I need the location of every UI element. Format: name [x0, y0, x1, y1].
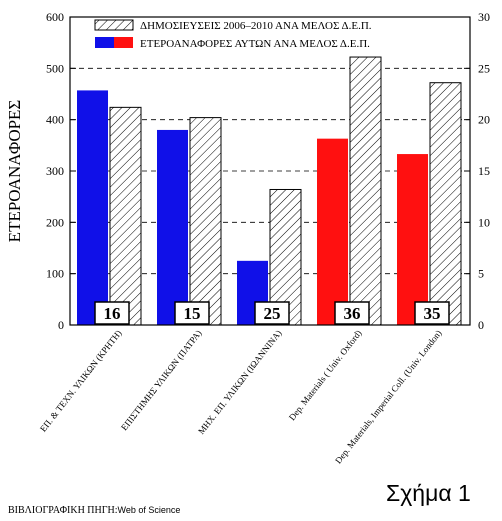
y2-tick-label: 5	[478, 267, 484, 281]
bar-citations	[157, 129, 188, 325]
bar-citations	[317, 138, 348, 325]
count-label: 36	[344, 304, 361, 323]
category-label: ΜΗΧ. ΕΠ. ΥΛΙΚΩΝ (ΙΩΑΝΝΙΝΑ)	[196, 328, 284, 436]
count-label: 15	[184, 304, 201, 323]
legend-label-citations: ΕΤΕΡΟΑΝΑΦΟΡΕΣ ΑΥΤΩΝ ΑΝΑ ΜΕΛΟΣ Δ.Ε.Π.	[140, 38, 370, 50]
bar-publications	[429, 82, 462, 326]
bar-publications	[349, 56, 382, 326]
count-box	[94, 301, 130, 325]
count-box	[174, 301, 210, 325]
bar-publications	[109, 106, 142, 326]
y-tick-label: 400	[46, 113, 64, 127]
bar-citations	[397, 154, 428, 325]
bar-citations	[77, 90, 108, 325]
category-label: Dep. Materials ( Univ. Oxford)	[287, 328, 364, 422]
y-tick-label: 600	[46, 10, 64, 24]
axes: 0 100 200 300 400 500 600 0 5 10 15 20 25 30	[46, 10, 490, 332]
count-label: 25	[264, 304, 281, 323]
y2-tick-label: 25	[478, 61, 490, 75]
legend-label-publications: ΔΗΜΟΣΙΕΥΣΕΙΣ 2006–2010 ΑΝΑ ΜΕΛΟΣ Δ.Ε.Π.	[140, 20, 372, 32]
source-label: ΒΙΒΛΙΟΓΡΑΦΙΚΗ ΠΗΓΗ:	[8, 505, 118, 516]
y2-tick-label: 10	[478, 215, 490, 229]
count-boxes: 16 15 25 36 35	[94, 301, 450, 325]
category-label: ΕΠ. & ΤΕΧΝ. ΥΛΙΚΩΝ (ΚΡΗΤΗ)	[38, 328, 124, 434]
y2-tick-label: 0	[478, 318, 484, 332]
category-label: ΕΠΙΣΤΗΜΗΣ ΥΛΙΚΩΝ (ΠΑΤΡΑ)	[119, 328, 204, 432]
y2-tick-label: 15	[478, 164, 490, 178]
y2-tick-label: 30	[478, 10, 490, 24]
y-tick-label: 200	[46, 215, 64, 229]
y-axis-label: ΕΤΕΡΟΑΝΑΦΟΡΕΣ	[5, 100, 24, 243]
y-tick-label: 500	[46, 61, 64, 75]
y-tick-label: 300	[46, 164, 64, 178]
legend-swatch-publications	[94, 19, 134, 31]
bar-publications	[189, 117, 222, 326]
legend-swatch-citations-red	[114, 37, 133, 48]
count-box	[254, 301, 290, 325]
source-note: ΒΙΒΛΙΟΓΡΑΦΙΚΗ ΠΗΓΗ:Web of Science	[8, 505, 180, 516]
count-label: 16	[104, 304, 121, 323]
count-label: 35	[424, 304, 441, 323]
bars	[77, 56, 462, 326]
legend: ΔΗΜΟΣΙΕΥΣΕΙΣ 2006–2010 ΑΝΑ ΜΕΛΟΣ Δ.Ε.Π. Ε…	[94, 19, 372, 50]
figure-label: Σχήμα 1	[386, 480, 471, 506]
y-tick-label: 100	[46, 267, 64, 281]
count-box	[414, 301, 450, 325]
x-tick-labels: ΕΠ. & ΤΕΧΝ. ΥΛΙΚΩΝ (ΚΡΗΤΗ)ΕΠΙΣΤΗΜΗΣ ΥΛΙΚ…	[38, 328, 444, 465]
legend-swatch-citations-blue	[95, 37, 114, 48]
y-tick-label: 0	[58, 318, 64, 332]
y2-tick-label: 20	[478, 113, 490, 127]
source-value: Web of Science	[117, 505, 181, 515]
count-box	[334, 301, 370, 325]
